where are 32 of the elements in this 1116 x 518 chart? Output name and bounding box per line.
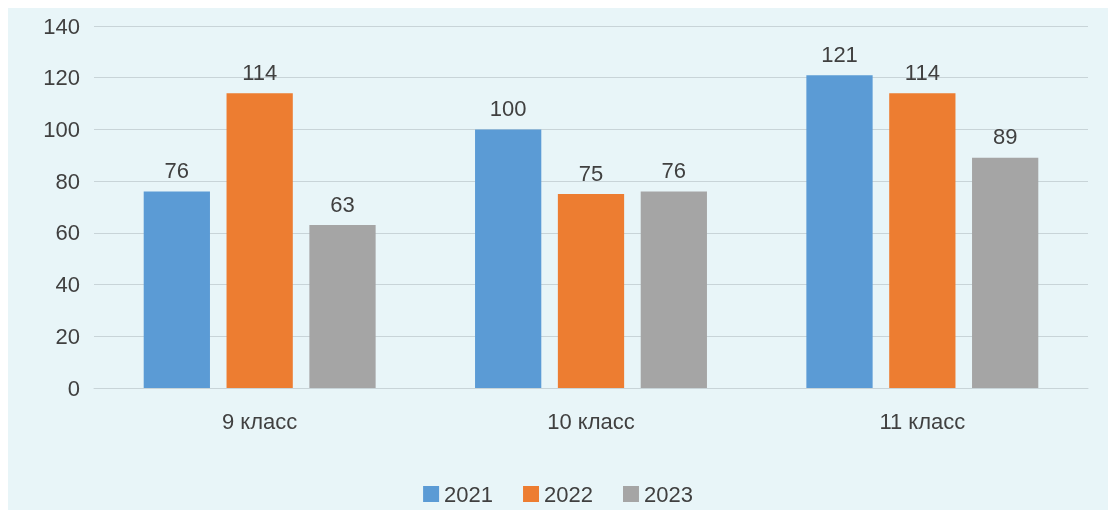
bar bbox=[226, 93, 293, 388]
bar bbox=[309, 225, 376, 388]
bar bbox=[475, 129, 542, 388]
bar bbox=[557, 194, 625, 388]
y-tick-label: 0 bbox=[67, 375, 80, 401]
y-tick-label: 120 bbox=[43, 65, 80, 91]
bar bbox=[640, 191, 707, 388]
legend-label: 2023 bbox=[643, 481, 693, 507]
y-tick-label: 20 bbox=[55, 323, 80, 349]
y-tick-label: 80 bbox=[55, 168, 80, 194]
y-tick-label: 140 bbox=[43, 13, 80, 39]
data-label: 114 bbox=[242, 59, 278, 85]
legend-label: 2022 bbox=[544, 481, 593, 507]
y-tick-label: 60 bbox=[55, 220, 80, 246]
bar bbox=[143, 191, 210, 388]
data-label: 114 bbox=[904, 59, 940, 85]
data-label: 63 bbox=[330, 191, 355, 217]
data-label: 89 bbox=[992, 124, 1018, 150]
y-tick-label: 100 bbox=[43, 116, 80, 142]
data-label: 121 bbox=[821, 41, 858, 67]
bar bbox=[806, 75, 873, 388]
data-label: 100 bbox=[489, 95, 527, 121]
data-label: 76 bbox=[661, 157, 687, 183]
x-tick-label: 11 класс bbox=[879, 408, 966, 434]
x-tick-label: 9 класс bbox=[222, 408, 298, 434]
legend-label: 2021 bbox=[444, 481, 494, 507]
bar bbox=[972, 157, 1039, 388]
y-tick-label: 40 bbox=[55, 272, 80, 298]
data-label: 76 bbox=[164, 157, 190, 183]
x-tick-label: 10 класс bbox=[547, 408, 635, 434]
bar bbox=[889, 93, 956, 388]
data-label: 75 bbox=[578, 160, 604, 186]
